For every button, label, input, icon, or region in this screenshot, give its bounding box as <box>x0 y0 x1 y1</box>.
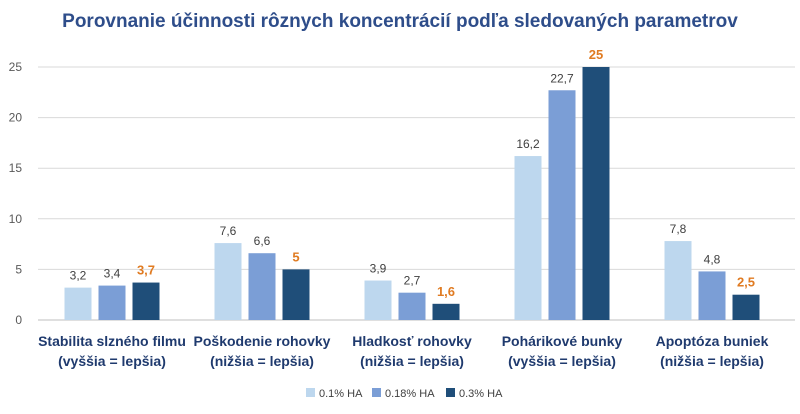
x-axis-label: Poškodenie rohovky <box>194 333 331 349</box>
y-tick-label: 20 <box>9 111 23 125</box>
legend-label: 0.1% HA <box>319 388 363 400</box>
bar <box>282 269 310 320</box>
bar <box>432 303 460 320</box>
y-tick-label: 25 <box>9 60 23 74</box>
bar <box>732 294 760 320</box>
data-label: 1,6 <box>437 284 455 299</box>
bar <box>64 287 92 320</box>
legend-swatch <box>306 388 315 397</box>
bar <box>664 241 692 320</box>
y-tick-label: 15 <box>9 161 23 175</box>
chart-title: Porovnanie účinnosti rôznych koncentráci… <box>62 11 738 32</box>
x-axis-label: (vyššia = lepšia) <box>58 353 166 369</box>
data-label: 3,4 <box>104 267 121 281</box>
x-axis-label: (nižšia = lepšia) <box>210 353 314 369</box>
bar <box>364 280 392 320</box>
bar <box>514 156 542 320</box>
data-label: 2,5 <box>737 275 755 290</box>
data-label: 3,7 <box>137 263 155 278</box>
bar <box>582 67 610 320</box>
data-label: 7,8 <box>670 222 687 236</box>
data-label: 2,7 <box>404 274 421 288</box>
legend-swatch <box>446 388 455 397</box>
x-axis-label: Stabilita slzného filmu <box>38 333 186 349</box>
bar <box>398 292 426 320</box>
data-labels: 3,2 3,4 3,7 7,6 6,6 5 3,9 2,7 1,6 16,2 22,7 25 7,8 4,… <box>70 47 755 299</box>
x-axis-label: Apoptóza buniek <box>656 333 769 349</box>
data-label: 5 <box>292 249 299 264</box>
bar <box>214 243 242 320</box>
legend: 0.1% HA 0.18% HA 0.3% HA <box>306 388 503 400</box>
data-label: 16,2 <box>516 137 540 151</box>
data-label: 3,2 <box>70 269 87 283</box>
y-axis-ticks: 0 5 10 15 20 25 <box>9 60 23 327</box>
x-axis-labels: Stabilita slzného filmu (vyššia = lepšia)… <box>38 333 768 369</box>
bar <box>132 282 160 320</box>
data-label: 6,6 <box>254 234 271 248</box>
y-tick-label: 5 <box>15 262 22 276</box>
legend-label: 0.18% HA <box>385 388 435 400</box>
x-axis-label: (vyššia = lepšia) <box>508 353 616 369</box>
bar <box>98 285 126 320</box>
y-tick-label: 0 <box>15 313 22 327</box>
legend-label: 0.3% HA <box>459 388 503 400</box>
data-label: 7,6 <box>220 224 237 238</box>
bar <box>698 271 726 320</box>
data-label: 25 <box>589 47 603 62</box>
bars <box>64 67 760 320</box>
x-axis-label: Pohárikové bunky <box>502 333 623 349</box>
data-label: 3,9 <box>370 262 387 276</box>
x-axis-label: (nižšia = lepšia) <box>360 353 464 369</box>
data-label: 4,8 <box>704 252 721 266</box>
y-tick-label: 10 <box>9 212 23 226</box>
legend-swatch <box>372 388 381 397</box>
bar <box>548 90 576 320</box>
data-label: 22,7 <box>550 71 574 85</box>
bar <box>248 253 276 320</box>
x-axis-label: Hladkosť rohovky <box>352 333 472 349</box>
x-axis-label: (nižšia = lepšia) <box>660 353 764 369</box>
